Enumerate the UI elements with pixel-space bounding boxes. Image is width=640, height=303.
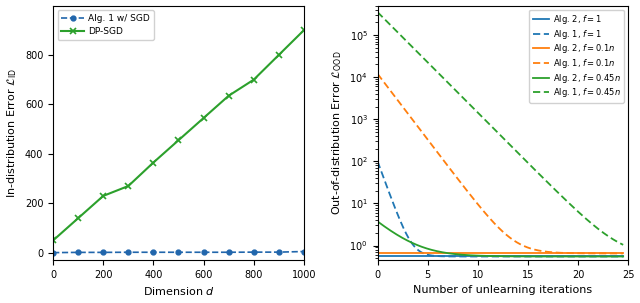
- Alg. 1, $f=0.1n$: [374, 72, 381, 75]
- Alg. 1, $f=1$: [520, 255, 527, 258]
- DP-SGD: [99, 194, 107, 198]
- Alg. 2, $f=1$: [374, 255, 381, 258]
- Alg. 1, $f=0.1n$: [575, 251, 582, 255]
- Alg. 1, $f=1$: [575, 255, 582, 258]
- Alg. 2, $f=0.45n$: [575, 255, 582, 258]
- Alg. 2, $f=0.45n$: [490, 254, 498, 258]
- Y-axis label: In-distribution Error $\mathcal{L}_{\mathrm{ID}}$: In-distribution Error $\mathcal{L}_{\mat…: [6, 68, 19, 198]
- Alg. 2, $f=0.45n$: [620, 255, 627, 258]
- Alg. 2, $f=1$: [507, 255, 515, 258]
- Alg. 1 w/ SGD: [250, 250, 257, 254]
- Alg. 2, $f=0.1n$: [613, 251, 621, 255]
- Alg. 1, $f=1$: [620, 255, 627, 258]
- Line: Alg. 1, $f=0.1n$: Alg. 1, $f=0.1n$: [378, 74, 623, 253]
- Alg. 2, $f=1$: [520, 255, 527, 258]
- Line: Alg. 1, $f=0.45n$: Alg. 1, $f=0.45n$: [378, 12, 623, 245]
- Alg. 2, $f=0.45n$: [374, 220, 381, 223]
- Alg. 2, $f=0.45n$: [492, 254, 499, 258]
- Y-axis label: Out-of-distribution Error $\mathcal{L}_{\mathrm{OOD}}$: Out-of-distribution Error $\mathcal{L}_{…: [330, 51, 344, 215]
- Alg. 1 w/ SGD: [225, 251, 232, 254]
- DP-SGD: [150, 161, 157, 164]
- DP-SGD: [300, 28, 308, 32]
- DP-SGD: [225, 94, 232, 98]
- Alg. 2, $f=1$: [490, 255, 498, 258]
- Alg. 1, $f=1$: [492, 255, 499, 258]
- Alg. 1, $f=0.45n$: [613, 240, 621, 244]
- Alg. 2, $f=0.1n$: [520, 251, 527, 255]
- Alg. 1, $f=0.45n$: [374, 10, 381, 14]
- Line: Alg. 1, $f=1$: Alg. 1, $f=1$: [378, 161, 623, 257]
- Alg. 1, $f=0.45n$: [507, 144, 515, 147]
- Alg. 1, $f=0.45n$: [492, 129, 499, 132]
- Alg. 2, $f=0.1n$: [490, 251, 498, 255]
- Alg. 1, $f=0.1n$: [492, 223, 499, 227]
- X-axis label: Dimension $d$: Dimension $d$: [143, 285, 214, 298]
- Line: DP-SGD: DP-SGD: [50, 27, 307, 244]
- Alg. 1 w/ SGD: [49, 251, 57, 255]
- Line: Alg. 2, $f=0.45n$: Alg. 2, $f=0.45n$: [378, 221, 623, 257]
- Legend: Alg. 1 w/ SGD, DP-SGD: Alg. 1 w/ SGD, DP-SGD: [58, 10, 154, 40]
- Alg. 1 w/ SGD: [74, 251, 82, 254]
- Alg. 1, $f=0.45n$: [490, 127, 498, 131]
- DP-SGD: [275, 53, 283, 57]
- Alg. 1, $f=0.45n$: [520, 157, 527, 161]
- Alg. 2, $f=0.45n$: [613, 255, 621, 258]
- DP-SGD: [250, 78, 257, 82]
- Legend: Alg. 2, $f=1$, Alg. 1, $f=1$, Alg. 2, $f=0.1n$, Alg. 1, $f=0.1n$, Alg. 2, $f=0.4: Alg. 2, $f=1$, Alg. 1, $f=1$, Alg. 2, $f…: [529, 10, 624, 103]
- Alg. 2, $f=0.1n$: [492, 251, 499, 255]
- Alg. 1, $f=1$: [613, 255, 621, 258]
- Alg. 1, $f=0.1n$: [620, 251, 627, 255]
- Alg. 1, $f=0.1n$: [507, 236, 515, 240]
- Alg. 2, $f=0.1n$: [620, 251, 627, 255]
- Alg. 2, $f=0.1n$: [575, 251, 582, 255]
- X-axis label: Number of unlearning iterations: Number of unlearning iterations: [413, 285, 593, 295]
- Alg. 2, $f=1$: [575, 255, 582, 258]
- DP-SGD: [175, 138, 182, 142]
- Alg. 1 w/ SGD: [150, 251, 157, 254]
- Alg. 1 w/ SGD: [200, 251, 207, 254]
- Alg. 1, $f=0.1n$: [613, 251, 621, 255]
- Alg. 2, $f=0.1n$: [507, 251, 515, 255]
- DP-SGD: [125, 184, 132, 188]
- DP-SGD: [200, 116, 207, 120]
- Alg. 1 w/ SGD: [99, 251, 107, 254]
- Line: Alg. 1 w/ SGD: Alg. 1 w/ SGD: [51, 249, 307, 255]
- Alg. 2, $f=0.45n$: [507, 255, 515, 258]
- Alg. 2, $f=1$: [620, 255, 627, 258]
- Alg. 2, $f=0.1n$: [374, 251, 381, 255]
- Alg. 2, $f=0.45n$: [520, 255, 527, 258]
- Alg. 1, $f=0.45n$: [575, 211, 582, 214]
- Alg. 2, $f=1$: [613, 255, 621, 258]
- Alg. 1 w/ SGD: [175, 251, 182, 254]
- Alg. 1, $f=1$: [490, 255, 498, 258]
- Alg. 1 w/ SGD: [275, 250, 283, 254]
- Alg. 1, $f=0.1n$: [490, 221, 498, 225]
- Alg. 2, $f=1$: [492, 255, 499, 258]
- Alg. 1 w/ SGD: [125, 251, 132, 254]
- DP-SGD: [74, 216, 82, 220]
- DP-SGD: [49, 238, 57, 242]
- Alg. 1, $f=0.1n$: [520, 244, 527, 248]
- Alg. 1, $f=1$: [507, 255, 515, 258]
- Alg. 1 w/ SGD: [300, 250, 308, 253]
- Alg. 1, $f=1$: [374, 159, 381, 163]
- Alg. 1, $f=0.45n$: [620, 243, 627, 247]
